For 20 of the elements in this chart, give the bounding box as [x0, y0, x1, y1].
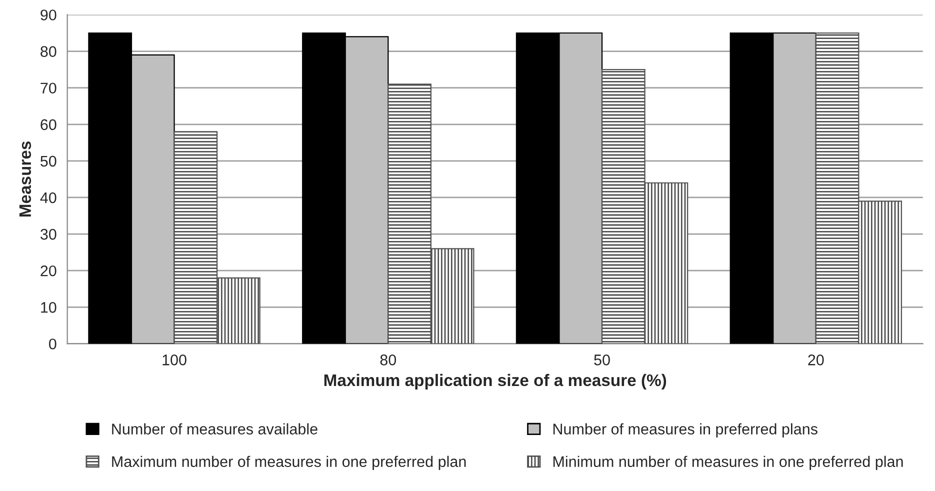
legend-label: Minimum number of measures in one preferred plan — [553, 456, 903, 470]
x-tick-label: 20 — [808, 354, 824, 366]
y-tick-label: 70 — [40, 82, 56, 94]
legend-label: Number of measures available — [112, 423, 318, 434]
x-tick-label: 80 — [380, 354, 396, 366]
y-tick-label: 80 — [40, 46, 56, 57]
y-tick-label: 40 — [40, 192, 56, 204]
y-tick-label: 20 — [40, 265, 56, 276]
legend-label: Maximum number of measures in one preferred plan — [112, 456, 466, 470]
y-tick-label: 30 — [40, 228, 56, 240]
legend-label: Number of measures in preferred plans — [553, 423, 818, 438]
y-tick-label: 0 — [49, 338, 56, 350]
y-tick-label: 60 — [40, 119, 56, 130]
x-axis-title: Maximum application size of a measure (%) — [324, 374, 666, 390]
y-tick-label: 50 — [40, 156, 56, 167]
y-axis-title: Measures — [19, 141, 32, 217]
y-tick-label: 10 — [41, 302, 56, 313]
y-tick-label: 90 — [40, 10, 56, 20]
x-tick-label: 100 — [162, 354, 186, 366]
x-tick-label: 50 — [594, 354, 610, 366]
